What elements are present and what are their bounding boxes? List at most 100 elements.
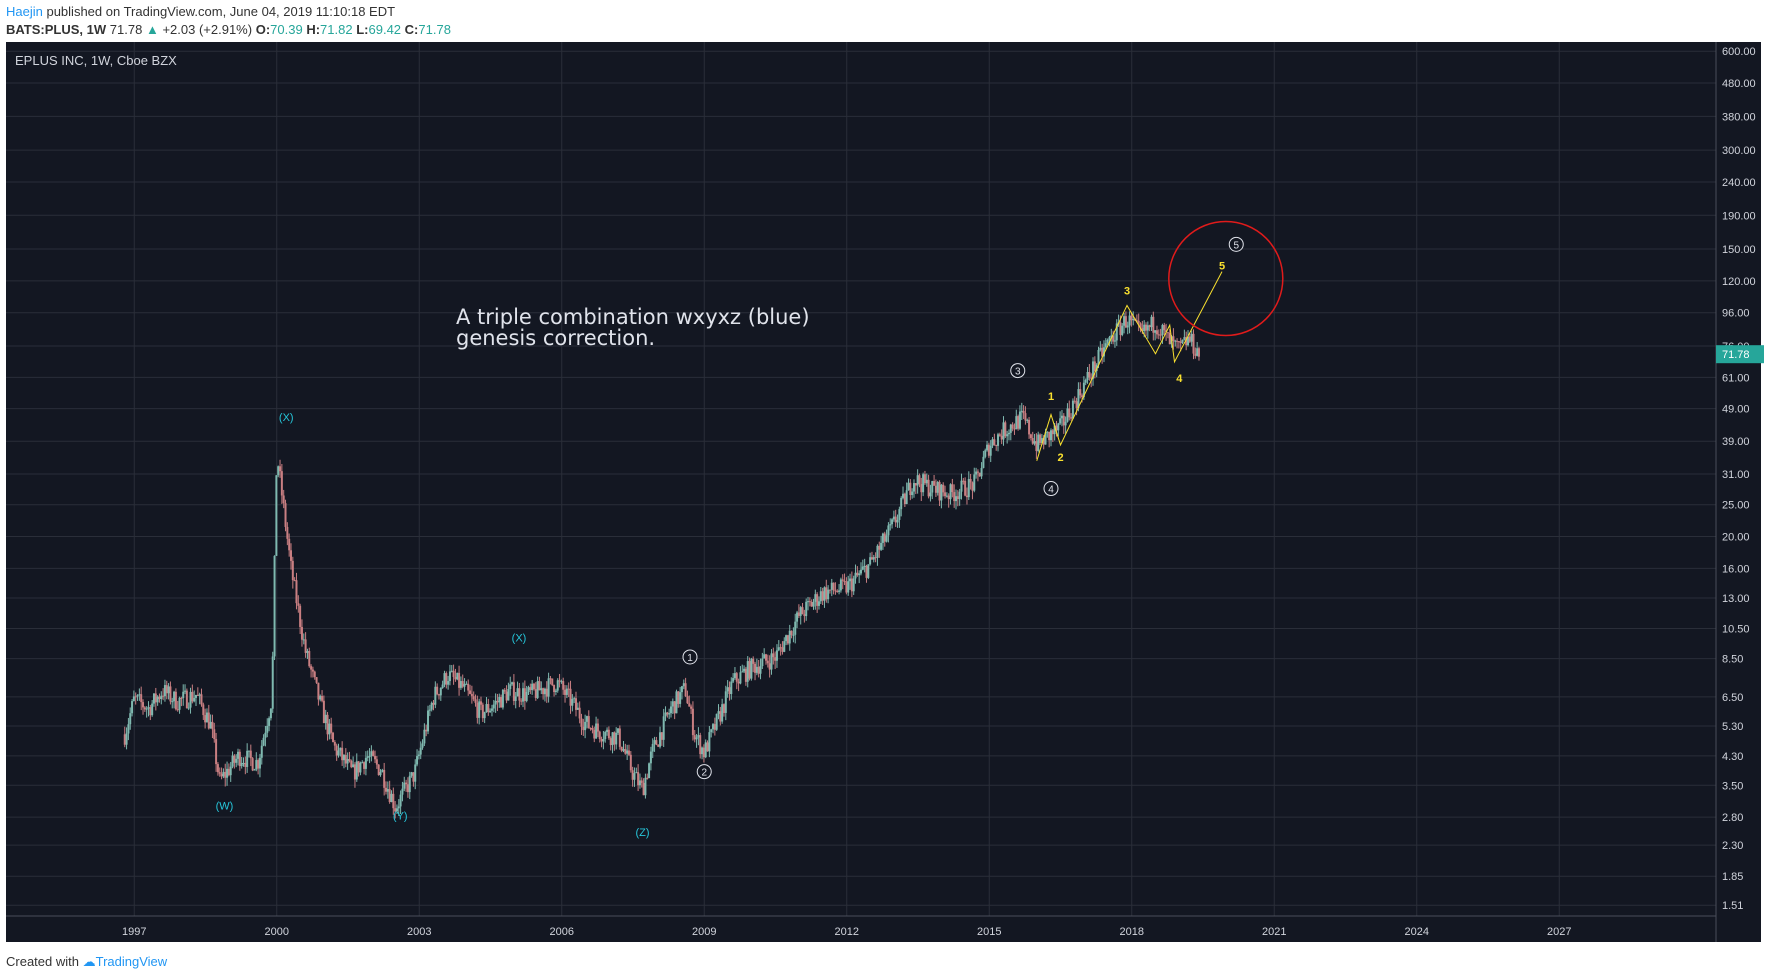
candle-body (279, 466, 282, 472)
candle-body (176, 709, 179, 711)
candle-body (591, 728, 594, 730)
candle-body (406, 784, 409, 793)
candle-body (1051, 430, 1054, 435)
wave-label-cyan: (W) (216, 801, 234, 813)
candle-body (817, 601, 820, 606)
candle-body (1079, 389, 1082, 396)
candle-body (585, 716, 588, 722)
candle-body (180, 697, 183, 699)
candle-body (741, 671, 744, 673)
candle-body (606, 729, 609, 733)
candle-body (657, 744, 660, 747)
candle-body (642, 782, 645, 796)
author-link[interactable]: Haejin (6, 4, 43, 19)
candle-body (556, 680, 559, 691)
candle-body (447, 681, 450, 685)
candle-body (547, 678, 550, 697)
candle-body (410, 772, 413, 776)
candle-body (229, 766, 232, 776)
candle-body (222, 771, 225, 777)
candle-body (253, 769, 256, 771)
candle-body (529, 687, 532, 691)
candle-body (733, 673, 736, 679)
y-tick-label: 5.30 (1722, 721, 1743, 733)
candle-body (297, 603, 300, 606)
candle-body (1062, 415, 1065, 426)
candle-body (971, 482, 974, 491)
tradingview-link[interactable]: TradingView (95, 954, 168, 969)
candle-body (618, 728, 621, 747)
candle-body (938, 482, 941, 501)
candle-body (408, 775, 411, 793)
candle-body (839, 579, 842, 591)
candle-body (682, 683, 685, 687)
candle-body (145, 708, 148, 710)
candle-body (138, 694, 141, 696)
candle-body (589, 728, 592, 730)
candle-body (609, 738, 612, 746)
candle-body (560, 681, 563, 683)
candle-body (494, 700, 497, 705)
candle-body (604, 732, 607, 740)
candle-body (580, 718, 583, 727)
chart-title: EPLUS INC, 1W, Cboe BZX (15, 53, 177, 68)
y-tick-label: 600.00 (1722, 46, 1756, 58)
candle-body (152, 693, 155, 704)
candle-body (463, 683, 466, 687)
candle-body (421, 743, 424, 748)
wave-label-yellow: 1 (1048, 391, 1054, 403)
candle-body (799, 607, 802, 616)
candle-body (1007, 432, 1010, 435)
high-value: 71.82 (320, 22, 353, 37)
candle-body (706, 742, 709, 752)
candle-body (1017, 416, 1020, 429)
candle-body (1112, 335, 1115, 342)
wave-label-circled: 4 (1048, 485, 1054, 496)
candle-body (701, 747, 704, 755)
candle-body (551, 678, 554, 686)
candle-body (162, 695, 165, 697)
y-tick-label: 120.00 (1722, 276, 1756, 288)
candle-body (333, 742, 336, 746)
candle-body (1057, 423, 1060, 431)
time-axis[interactable]: 1997 2000 2003 2006 2009 2012 2015 2018 2021 2024… (122, 926, 1571, 938)
candle-body (1024, 413, 1027, 421)
candle-body (1093, 361, 1096, 372)
candle-body (1018, 411, 1021, 429)
price-axis[interactable]: 600.00 480.00 380.00 300.00 240.00 190.00 150.… (1716, 46, 1764, 912)
candle-body (416, 756, 419, 765)
candle-body (295, 580, 298, 604)
candle-body (512, 682, 515, 701)
candle-body (472, 696, 475, 700)
y-tick-label: 2.80 (1722, 812, 1743, 824)
candle-body (697, 735, 700, 738)
candle-body (518, 688, 521, 701)
x-tick-label: 2018 (1120, 926, 1144, 938)
candle-body (765, 654, 767, 661)
candle-body (721, 704, 724, 722)
candle-body (998, 434, 1001, 436)
candle-body (1197, 348, 1200, 357)
candle-body (558, 680, 561, 682)
candle-body (830, 582, 833, 590)
grid (6, 42, 1716, 916)
candle-body (578, 707, 581, 719)
candle-body (732, 678, 735, 682)
candle-body (156, 696, 159, 703)
candle-body (532, 683, 535, 690)
last-price-label: 71.78 (1722, 349, 1750, 361)
candle-body (543, 688, 546, 695)
candle-body (991, 439, 994, 446)
wave-label-circle (1010, 363, 1026, 379)
candle-body (814, 594, 817, 602)
annotation-line-1: A triple combination wxyxz (blue) (456, 305, 810, 329)
candle-body (434, 686, 437, 705)
candle-body (1152, 316, 1155, 333)
candle-body (1168, 332, 1171, 345)
tradingview-logo-icon[interactable]: ☁ (82, 954, 96, 969)
candle-body (896, 519, 899, 523)
y-tick-label: 49.00 (1722, 404, 1750, 416)
candle-body (185, 690, 188, 709)
candle-body (675, 691, 678, 714)
